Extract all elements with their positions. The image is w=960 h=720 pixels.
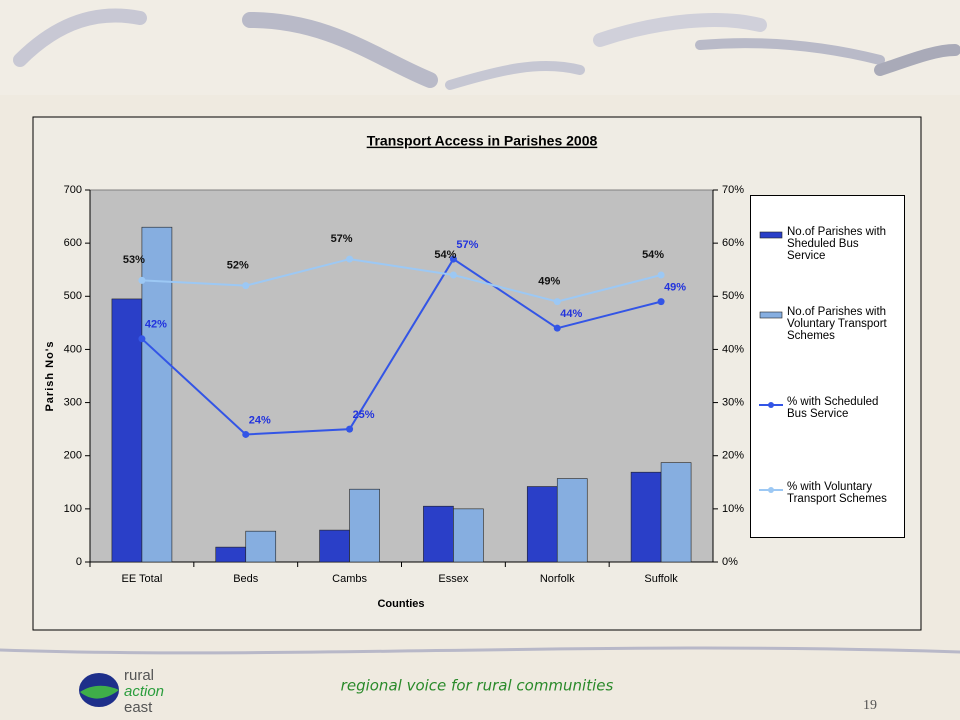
legend-label: % with Scheduled Bus Service [787,396,900,420]
y-tick-label: 600 [64,237,82,249]
bar [320,530,350,562]
y-tick-label: 100 [64,503,82,515]
bar [142,227,172,562]
data-label: 25% [353,409,375,421]
data-label: 44% [560,308,582,320]
y2-tick-label: 20% [722,450,744,462]
legend-item: % with Scheduled Bus Service [759,396,900,420]
y2-tick-label: 0% [722,556,738,568]
line-marker [346,256,353,263]
legend: No.of Parishes with Sheduled Bus Service… [750,195,905,538]
bar [631,472,661,562]
y2-tick-label: 10% [722,503,744,515]
bar [661,463,691,562]
y2-tick-label: 40% [722,343,744,355]
line-marker [658,298,665,305]
bar [216,547,246,562]
line-marker [554,325,561,332]
line-marker [658,272,665,279]
data-label: 49% [664,282,686,294]
line-marker [554,298,561,305]
line-marker [450,272,457,279]
logo: rural action east [79,667,164,716]
bar [557,479,587,562]
tagline: regional voice for rural communities [341,677,614,695]
bar [112,299,142,562]
line-marker [138,335,145,342]
slide: Transport Access in Parishes 2008 Counti… [0,0,960,720]
bar [423,506,453,562]
data-label: 42% [145,319,167,331]
line-marker [242,282,249,289]
legend-key [759,400,783,410]
logo-text: east [124,699,153,716]
legend-item: % with Voluntary Transport Schemes [759,481,900,505]
y-tick-label: 0 [76,556,82,568]
y-tick-label: 500 [64,290,82,302]
y-tick-label: 700 [64,184,82,196]
legend-label: No.of Parishes with Sheduled Bus Service [787,226,900,262]
legend-item: No.of Parishes with Sheduled Bus Service [759,226,900,262]
y-tick-label: 200 [64,450,82,462]
legend-item: No.of Parishes with Voluntary Transport … [759,306,900,342]
x-axis-title: Counties [377,598,424,610]
bar [350,489,380,562]
y-axis-title: Parish No's [44,340,56,411]
x-tick-label: Suffolk [644,573,678,585]
data-label: 49% [538,276,560,288]
x-tick-label: EE Total [122,573,163,585]
y-tick-label: 300 [64,396,82,408]
bar [453,509,483,562]
bar [246,531,276,562]
page-number: 19 [863,698,877,713]
data-label: 57% [456,239,478,251]
y2-tick-label: 70% [722,184,744,196]
x-tick-label: Cambs [332,573,367,585]
logo-text: rural [124,667,154,684]
line-marker [346,426,353,433]
legend-label: No.of Parishes with Voluntary Transport … [787,306,900,342]
data-label: 52% [227,260,249,272]
legend-key [759,310,783,320]
y2-tick-label: 60% [722,237,744,249]
data-label: 53% [123,254,145,266]
y-tick-label: 400 [64,343,82,355]
legend-label: % with Voluntary Transport Schemes [787,481,900,505]
data-label: 54% [434,249,456,261]
data-label: 24% [249,414,271,426]
y2-tick-label: 30% [722,396,744,408]
legend-key [759,230,783,240]
data-label: 54% [642,249,664,261]
logo-text: action [124,683,164,700]
line-marker [242,431,249,438]
x-tick-label: Essex [438,573,468,585]
chart-title: Transport Access in Parishes 2008 [367,133,598,149]
data-label: 57% [331,233,353,245]
x-tick-label: Beds [233,573,259,585]
x-tick-label: Norfolk [540,573,575,585]
bar [527,487,557,562]
legend-key [759,485,783,495]
y2-tick-label: 50% [722,290,744,302]
line-marker [138,277,145,284]
